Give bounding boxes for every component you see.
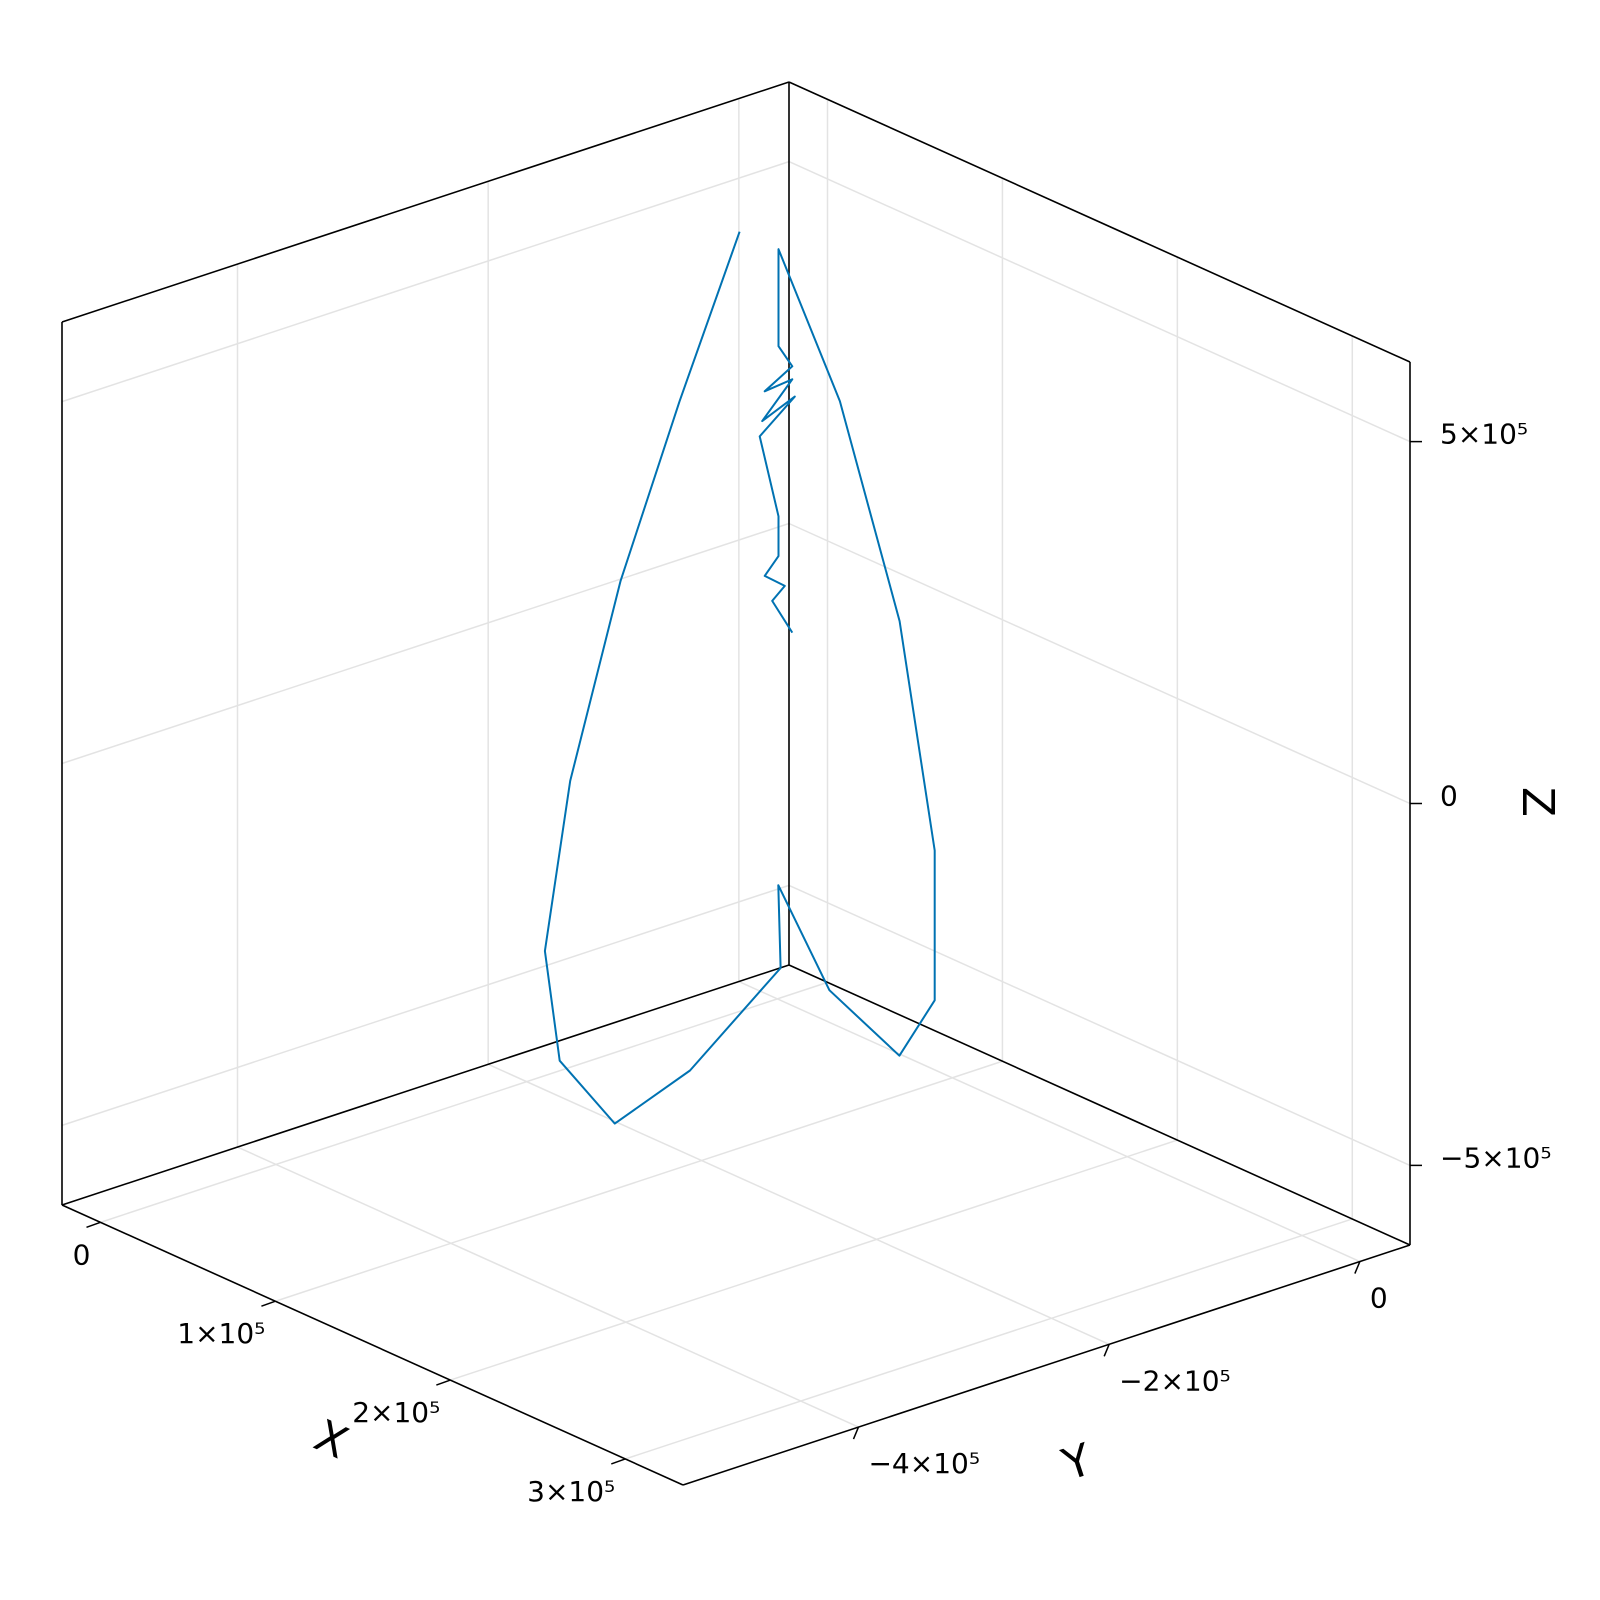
grid-line [625, 1218, 1353, 1460]
grid-line [100, 981, 828, 1224]
x-tick-label: 2×10⁵ [352, 1396, 440, 1429]
x-axis-title: X [307, 1410, 355, 1469]
grid-line [788, 884, 1411, 1167]
grid-line [487, 1063, 1110, 1345]
tick-mark [86, 1221, 101, 1229]
grid-line [738, 980, 1361, 1263]
tick-mark [436, 1379, 451, 1386]
y-tick-label: 0 [1370, 1282, 1388, 1315]
grid-line [788, 522, 1411, 805]
axis-edge [788, 81, 1411, 363]
grid-line [788, 160, 1411, 443]
tick-mark [261, 1300, 276, 1307]
grid-line [275, 1060, 1003, 1302]
tick-mark [1103, 1344, 1110, 1357]
axis-edge [682, 1244, 1411, 1486]
z-tick-label: 5×10⁵ [1440, 418, 1528, 451]
z-tick-label: −5×10⁵ [1440, 1141, 1552, 1174]
z-axis-title: Z [1512, 787, 1563, 817]
tick-mark [611, 1458, 626, 1465]
grid-line [61, 522, 790, 765]
y-axis-title: Y [1056, 1434, 1098, 1491]
grid-line [237, 1146, 859, 1428]
x-tick-label: 1×10⁵ [177, 1317, 265, 1350]
z-tick-label: 0 [1440, 780, 1458, 813]
tick-mark [852, 1426, 860, 1440]
x-tick-label: 0 [73, 1238, 91, 1271]
x-tick-label: 3×10⁵ [527, 1475, 615, 1508]
grid-line [61, 884, 790, 1127]
y-tick-label: −4×10⁵ [868, 1447, 980, 1480]
grid-line [61, 160, 790, 403]
trajectory-line [543, 231, 936, 1125]
axis-edge [61, 964, 790, 1206]
axis-edge [61, 81, 790, 323]
tick-mark [1354, 1261, 1361, 1274]
y-tick-label: −2×10⁵ [1119, 1364, 1231, 1397]
grid-line [450, 1139, 1178, 1381]
axis-edge [61, 1204, 684, 1486]
axis-edge [788, 964, 1411, 1246]
